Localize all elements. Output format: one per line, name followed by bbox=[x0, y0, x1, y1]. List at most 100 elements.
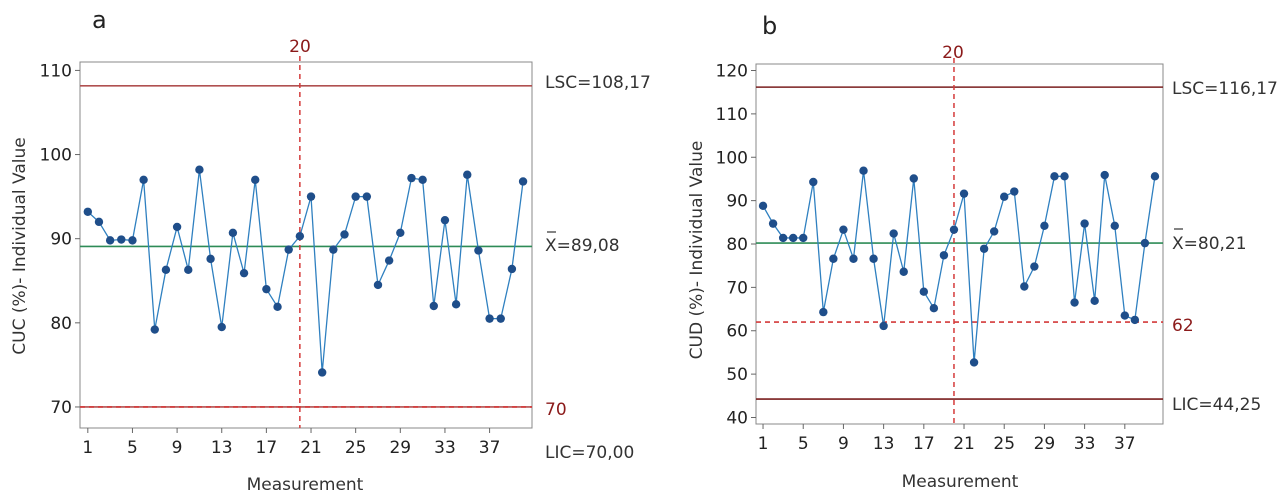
x-tick-label: 21 bbox=[300, 438, 322, 458]
data-point bbox=[94, 217, 104, 227]
data-point bbox=[919, 287, 929, 296]
data-point bbox=[340, 230, 349, 239]
red-limit-label-a: 70 bbox=[545, 400, 567, 420]
data-point bbox=[969, 358, 979, 367]
data-point bbox=[284, 245, 293, 254]
data-point bbox=[859, 166, 868, 175]
data-point bbox=[1130, 315, 1140, 325]
data-point bbox=[105, 236, 115, 245]
y-tick-label: 100 bbox=[716, 148, 748, 168]
x-tick-label: 5 bbox=[127, 438, 138, 458]
data-point bbox=[879, 321, 888, 331]
mean-label-b: X=80,21 bbox=[1172, 234, 1247, 254]
data-point bbox=[295, 231, 305, 241]
data-point bbox=[228, 228, 238, 237]
y-tick-label: 80 bbox=[50, 314, 72, 334]
data-point bbox=[929, 303, 939, 313]
lic-label-a: LIC=70,00 bbox=[545, 443, 634, 463]
x-tick-label: 1 bbox=[758, 434, 769, 454]
y-tick-label: 60 bbox=[726, 322, 748, 342]
x-axis-label-b: Measurement bbox=[902, 472, 1019, 492]
data-point bbox=[1120, 311, 1130, 320]
data-point bbox=[496, 314, 505, 323]
vertical-marker-label-b: 20 bbox=[942, 43, 964, 63]
plot-area-a: 70 80 90 100 110 1 5 9 13 17 21 25 29 33 37 bbox=[40, 56, 533, 458]
data-point bbox=[273, 302, 282, 312]
y-tick-label: 90 bbox=[726, 192, 748, 212]
data-point bbox=[829, 254, 838, 263]
data-point bbox=[1060, 172, 1069, 181]
data-point bbox=[869, 254, 878, 263]
data-point bbox=[384, 256, 394, 265]
data-point bbox=[429, 301, 438, 311]
data-point bbox=[239, 268, 249, 278]
plot-frame bbox=[755, 63, 1164, 425]
x-tick-label: 13 bbox=[873, 434, 895, 454]
data-point bbox=[206, 254, 215, 264]
data-point bbox=[83, 207, 93, 216]
data-point bbox=[939, 251, 949, 260]
data-point bbox=[474, 246, 483, 255]
x-axis-label-a: Measurement bbox=[247, 475, 364, 493]
data-point bbox=[1080, 219, 1089, 228]
data-point bbox=[251, 175, 260, 184]
data-point bbox=[396, 228, 405, 237]
data-point bbox=[839, 225, 848, 234]
data-point bbox=[362, 192, 372, 201]
data-point bbox=[317, 368, 327, 377]
series-line bbox=[762, 170, 1156, 363]
x-tick-label: 29 bbox=[389, 438, 411, 458]
data-point bbox=[306, 192, 316, 201]
lsc-label-b: LSC=116,17 bbox=[1172, 79, 1278, 99]
data-point bbox=[949, 225, 959, 234]
x-tick-label: 25 bbox=[993, 434, 1015, 454]
y-axis-label-a: CUC (%)- Individual Value bbox=[10, 137, 30, 354]
data-point bbox=[778, 233, 788, 243]
data-point bbox=[128, 236, 137, 245]
data-point bbox=[1140, 238, 1150, 248]
data-point bbox=[1030, 262, 1039, 271]
data-point bbox=[768, 219, 778, 228]
data-point bbox=[849, 254, 858, 263]
y-tick-label: 100 bbox=[40, 146, 72, 166]
data-point bbox=[418, 175, 427, 184]
data-point bbox=[1050, 172, 1059, 181]
data-point bbox=[1100, 170, 1109, 180]
data-point bbox=[217, 322, 226, 332]
x-tick-label: 33 bbox=[434, 438, 456, 458]
x-tick-label: 37 bbox=[1114, 434, 1136, 454]
chart-panel-b: b CUD (%)- Individual Value Measurement … bbox=[687, 12, 1278, 492]
data-point bbox=[889, 229, 898, 238]
data-point bbox=[507, 264, 517, 274]
data-point bbox=[979, 244, 989, 253]
lic-label-b: LIC=44,25 bbox=[1172, 395, 1261, 415]
vertical-marker-label-a: 20 bbox=[289, 37, 311, 57]
chart-panel-a: a CUC (%)- Individual Value Measurement … bbox=[10, 6, 651, 493]
x-tick-label: 1 bbox=[82, 438, 93, 458]
x-tick-label: 37 bbox=[479, 438, 501, 458]
data-point bbox=[172, 222, 182, 232]
mean-label-group-a: X=89,08 bbox=[545, 231, 620, 256]
mean-label-a: X=89,08 bbox=[545, 236, 620, 256]
data-point bbox=[117, 235, 126, 244]
data-point bbox=[1110, 221, 1119, 230]
y-tick-label: 40 bbox=[726, 408, 748, 428]
data-point bbox=[1010, 187, 1019, 196]
data-point bbox=[518, 177, 528, 186]
data-point bbox=[150, 325, 159, 334]
data-point bbox=[195, 165, 204, 174]
plot-area-b: 40 50 60 70 80 90 100 110 120 1 5 9 13 17 21 25 29 33 37 bbox=[716, 58, 1164, 454]
y-tick-label: 70 bbox=[50, 398, 72, 418]
y-tick-label: 70 bbox=[726, 278, 748, 298]
data-point bbox=[373, 280, 383, 290]
x-tick-label: 9 bbox=[838, 434, 849, 454]
x-tick-label: 25 bbox=[345, 438, 367, 458]
x-tick-label: 21 bbox=[953, 434, 975, 454]
data-point bbox=[899, 267, 908, 276]
data-point bbox=[1000, 192, 1009, 201]
y-tick-label: 80 bbox=[726, 235, 748, 255]
data-point bbox=[407, 173, 416, 183]
data-point bbox=[161, 265, 171, 275]
x-tick-label: 17 bbox=[913, 434, 935, 454]
data-point bbox=[758, 201, 768, 211]
